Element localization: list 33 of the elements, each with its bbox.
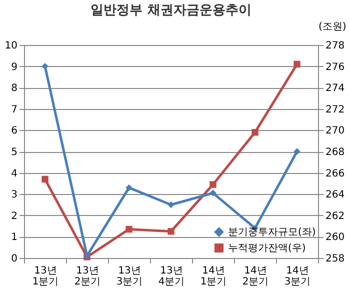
y-tick-label: 6 <box>11 126 18 137</box>
y-tick-label: 8 <box>11 83 18 94</box>
y-tick-label: 4 <box>11 168 18 180</box>
x-tick-label: 14년2분기 <box>242 266 269 288</box>
y2-tick-label: 262 <box>326 210 345 222</box>
x-tick-label: 13년4분기 <box>158 266 185 288</box>
y2-tick-label: 266 <box>326 168 345 180</box>
legend-label: 분기중투자규모(좌) <box>228 227 316 238</box>
y-tick-label: 1 <box>11 232 18 244</box>
legend-label: 누적평가잔액(우) <box>228 243 306 254</box>
x-tick-label: 14년3분기 <box>284 266 311 288</box>
x-tick-label: 13년3분기 <box>116 266 143 288</box>
y-tick-label: 7 <box>11 104 18 116</box>
y2-tick-label: 274 <box>326 83 345 94</box>
y2-tick-label: 278 <box>326 40 345 52</box>
y-tick-label: 2 <box>11 210 18 222</box>
y2-axis-title: (조원) <box>318 22 346 32</box>
y-tick-label: 3 <box>11 190 18 201</box>
y2-tick-label: 276 <box>326 62 345 73</box>
y2-tick-label: 268 <box>326 147 345 158</box>
y2-tick-label: 258 <box>326 254 345 264</box>
y-tick-label: 5 <box>11 147 18 158</box>
y-tick-label: 0 <box>11 254 18 264</box>
x-tick-label: 13년1분기 <box>32 266 59 288</box>
y-tick-label: 9 <box>11 62 18 73</box>
y2-tick-label: 272 <box>326 104 345 116</box>
y2-tick-label: 260 <box>326 232 345 244</box>
y2-tick-label: 264 <box>326 190 345 201</box>
x-tick-label: 14년1분기 <box>200 266 227 288</box>
x-tick-label: 13년2분기 <box>74 266 101 288</box>
y2-tick-label: 270 <box>326 126 345 137</box>
chart-title: 일반정부 채권자금운용추이 <box>90 3 252 18</box>
y-tick-label: 10 <box>4 40 18 52</box>
